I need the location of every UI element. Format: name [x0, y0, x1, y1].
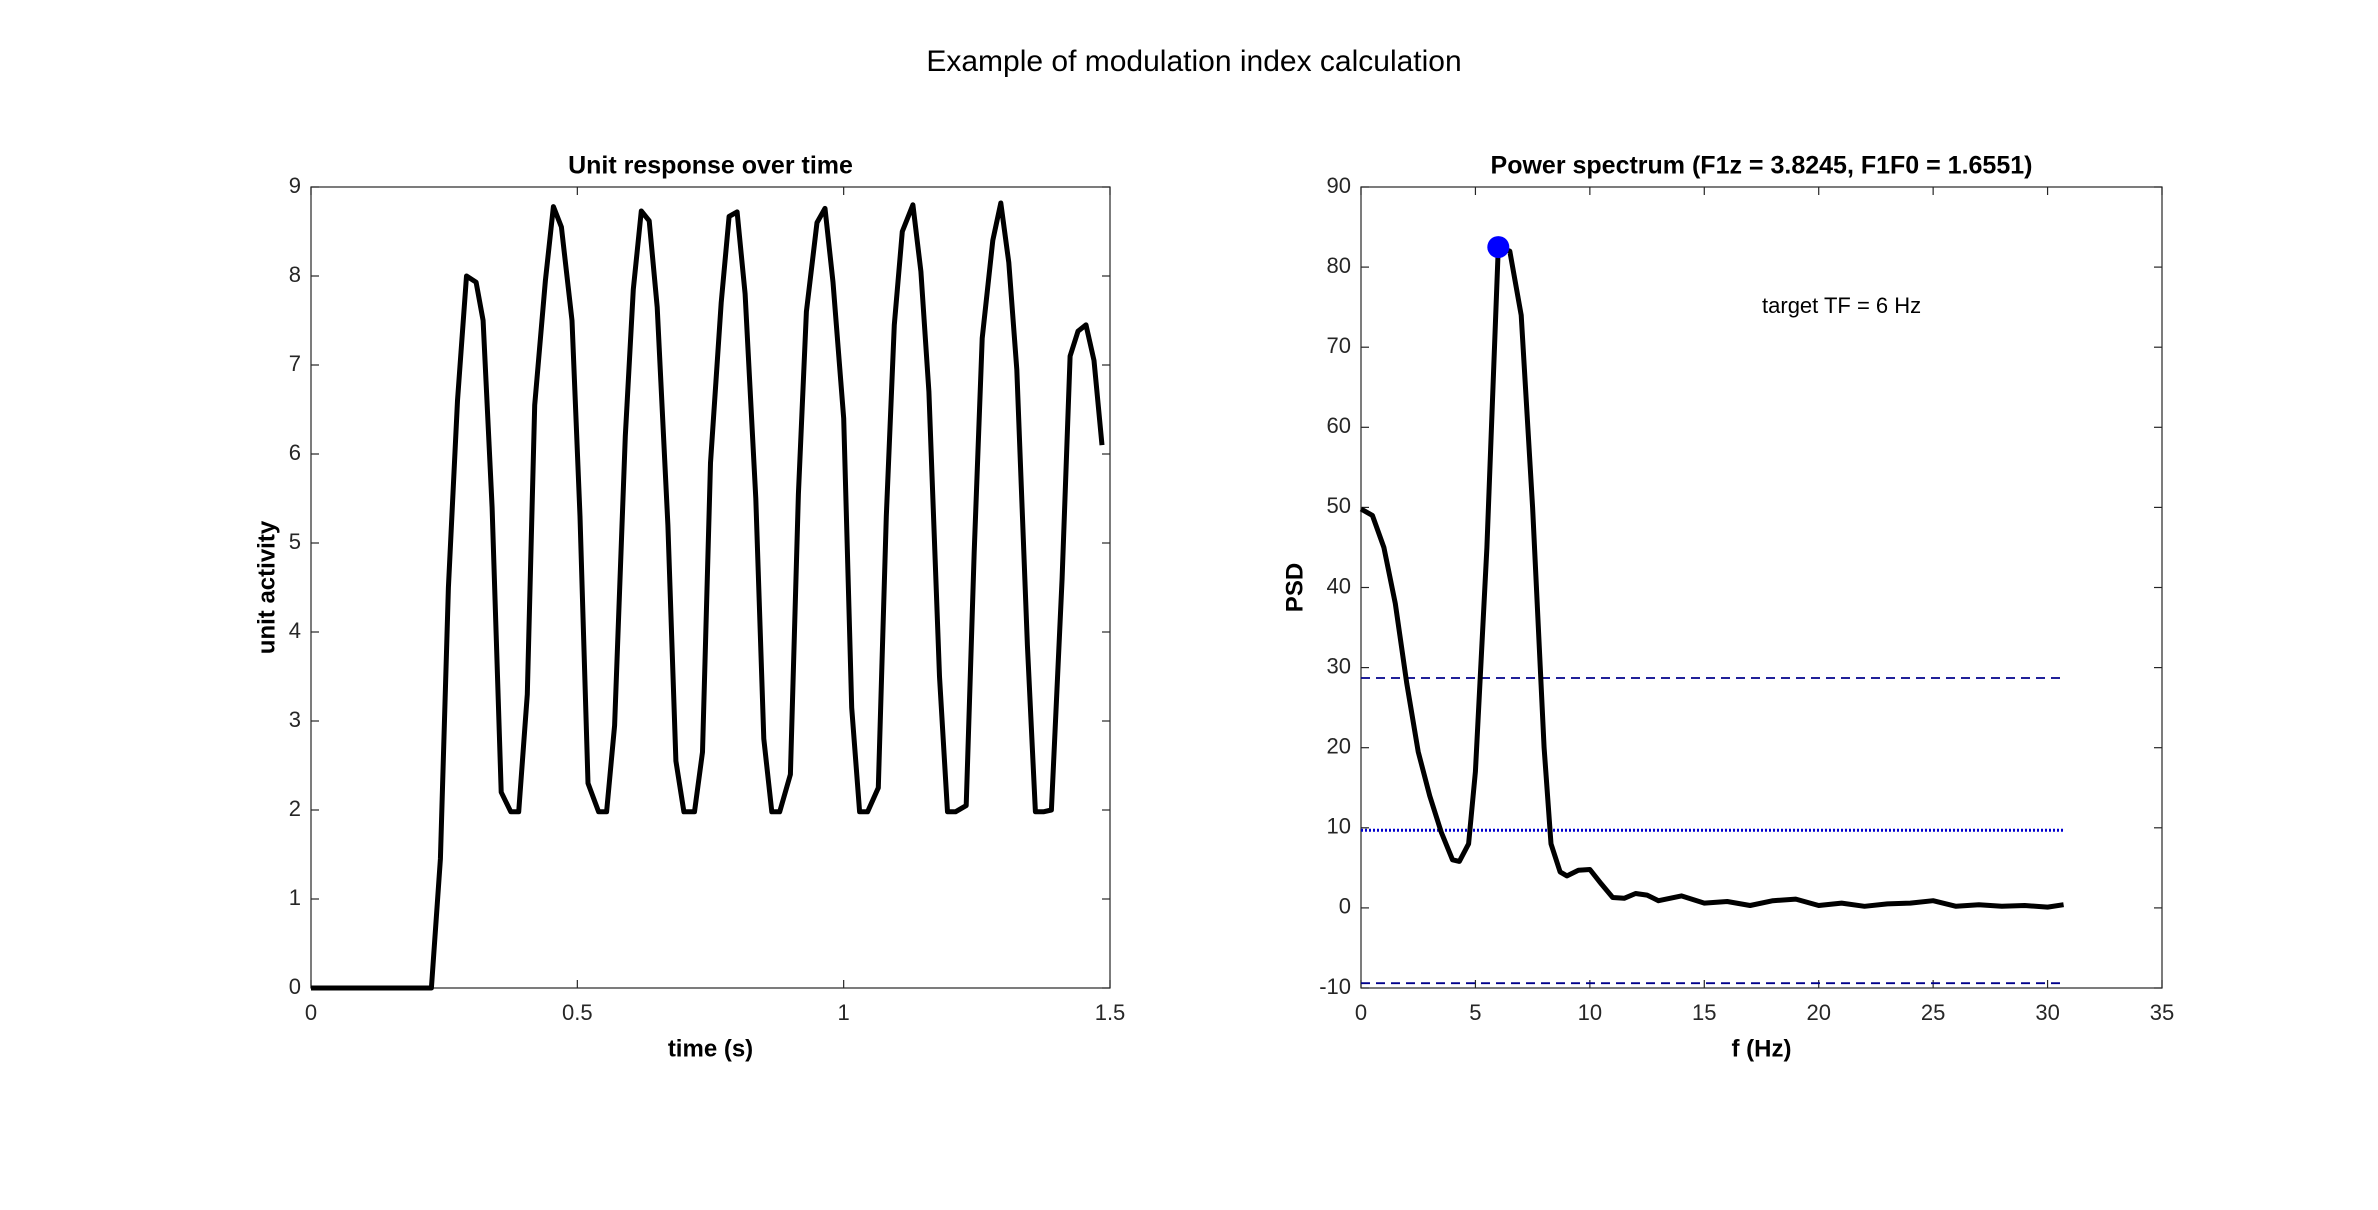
peak-marker — [1487, 236, 1510, 259]
x-tick-label: 0.5 — [562, 1000, 593, 1025]
x-tick-label: 35 — [2150, 1000, 2174, 1025]
y-tick-label: 90 — [1327, 173, 1351, 198]
y-tick-label: 60 — [1327, 413, 1351, 438]
x-tick-label: 20 — [1806, 1000, 1830, 1025]
y-tick-label: 10 — [1327, 814, 1351, 839]
x-tick-label: 0 — [1355, 1000, 1367, 1025]
figure-title: Example of modulation index calculation — [926, 45, 1461, 78]
y-tick-label: 2 — [289, 796, 301, 821]
y-tick-label: 7 — [289, 351, 301, 376]
annotation: target TF = 6 Hz — [1762, 293, 1921, 318]
x-tick-label: 10 — [1578, 1000, 1602, 1025]
y-tick-label: 80 — [1327, 253, 1351, 278]
x-tick-label: 0 — [305, 1000, 317, 1025]
axes-title: Power spectrum (F1z = 3.8245, F1F0 = 1.6… — [1491, 152, 2033, 180]
y-tick-label: 9 — [289, 173, 301, 198]
data-line — [1359, 244, 2064, 910]
x-tick-label: 30 — [2035, 1000, 2059, 1025]
x-axis-label: time (s) — [668, 1035, 753, 1062]
x-axis-label: f (Hz) — [1732, 1035, 1792, 1062]
y-tick-label: 8 — [289, 262, 301, 287]
y-tick-label: 40 — [1327, 573, 1351, 598]
y-tick-label: 70 — [1327, 333, 1351, 358]
x-tick-label: 1 — [838, 1000, 850, 1025]
x-tick-label: 1.5 — [1095, 1000, 1126, 1025]
y-tick-label: 3 — [289, 707, 301, 732]
y-axis-label: unit activity — [253, 520, 280, 654]
axes-title: Unit response over time — [568, 152, 853, 180]
x-tick-label: 25 — [1921, 1000, 1945, 1025]
y-tick-label: 1 — [289, 885, 301, 910]
y-tick-label: 6 — [289, 440, 301, 465]
data-line — [311, 200, 1105, 991]
y-tick-label: 50 — [1327, 493, 1351, 518]
y-tick-label: 0 — [1339, 894, 1351, 919]
y-tick-label: 0 — [289, 974, 301, 999]
axes-box — [310, 186, 1111, 989]
y-tick-label: 20 — [1327, 734, 1351, 759]
y-tick-label: -10 — [1319, 974, 1351, 999]
y-axis-label: PSD — [1281, 563, 1308, 612]
x-tick-label: 15 — [1692, 1000, 1716, 1025]
x-tick-label: 5 — [1469, 1000, 1481, 1025]
y-tick-label: 5 — [289, 529, 301, 554]
y-tick-label: 30 — [1327, 653, 1351, 678]
y-tick-label: 4 — [289, 618, 301, 643]
